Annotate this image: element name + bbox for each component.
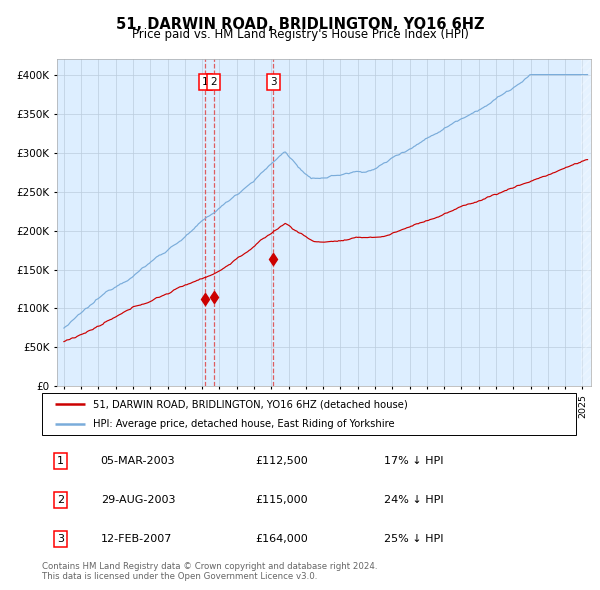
Text: £164,000: £164,000 — [256, 534, 308, 544]
Text: 29-AUG-2003: 29-AUG-2003 — [101, 495, 175, 505]
FancyBboxPatch shape — [42, 393, 576, 435]
Text: Contains HM Land Registry data © Crown copyright and database right 2024.: Contains HM Land Registry data © Crown c… — [42, 562, 377, 571]
Text: 51, DARWIN ROAD, BRIDLINGTON, YO16 6HZ: 51, DARWIN ROAD, BRIDLINGTON, YO16 6HZ — [116, 17, 484, 31]
Text: 25% ↓ HPI: 25% ↓ HPI — [384, 534, 443, 544]
Text: £115,000: £115,000 — [256, 495, 308, 505]
Text: 24% ↓ HPI: 24% ↓ HPI — [384, 495, 443, 505]
Text: 3: 3 — [57, 534, 64, 544]
Text: £112,500: £112,500 — [256, 456, 308, 466]
Text: 1: 1 — [202, 77, 209, 87]
Text: 17% ↓ HPI: 17% ↓ HPI — [384, 456, 443, 466]
Text: 3: 3 — [270, 77, 277, 87]
Text: Price paid vs. HM Land Registry's House Price Index (HPI): Price paid vs. HM Land Registry's House … — [131, 28, 469, 41]
Text: 51, DARWIN ROAD, BRIDLINGTON, YO16 6HZ (detached house): 51, DARWIN ROAD, BRIDLINGTON, YO16 6HZ (… — [93, 399, 407, 409]
Text: HPI: Average price, detached house, East Riding of Yorkshire: HPI: Average price, detached house, East… — [93, 419, 394, 429]
Text: This data is licensed under the Open Government Licence v3.0.: This data is licensed under the Open Gov… — [42, 572, 317, 581]
Text: 1: 1 — [57, 456, 64, 466]
Text: 12-FEB-2007: 12-FEB-2007 — [101, 534, 172, 544]
Text: 2: 2 — [57, 495, 64, 505]
Text: 05-MAR-2003: 05-MAR-2003 — [101, 456, 175, 466]
Text: 2: 2 — [210, 77, 217, 87]
